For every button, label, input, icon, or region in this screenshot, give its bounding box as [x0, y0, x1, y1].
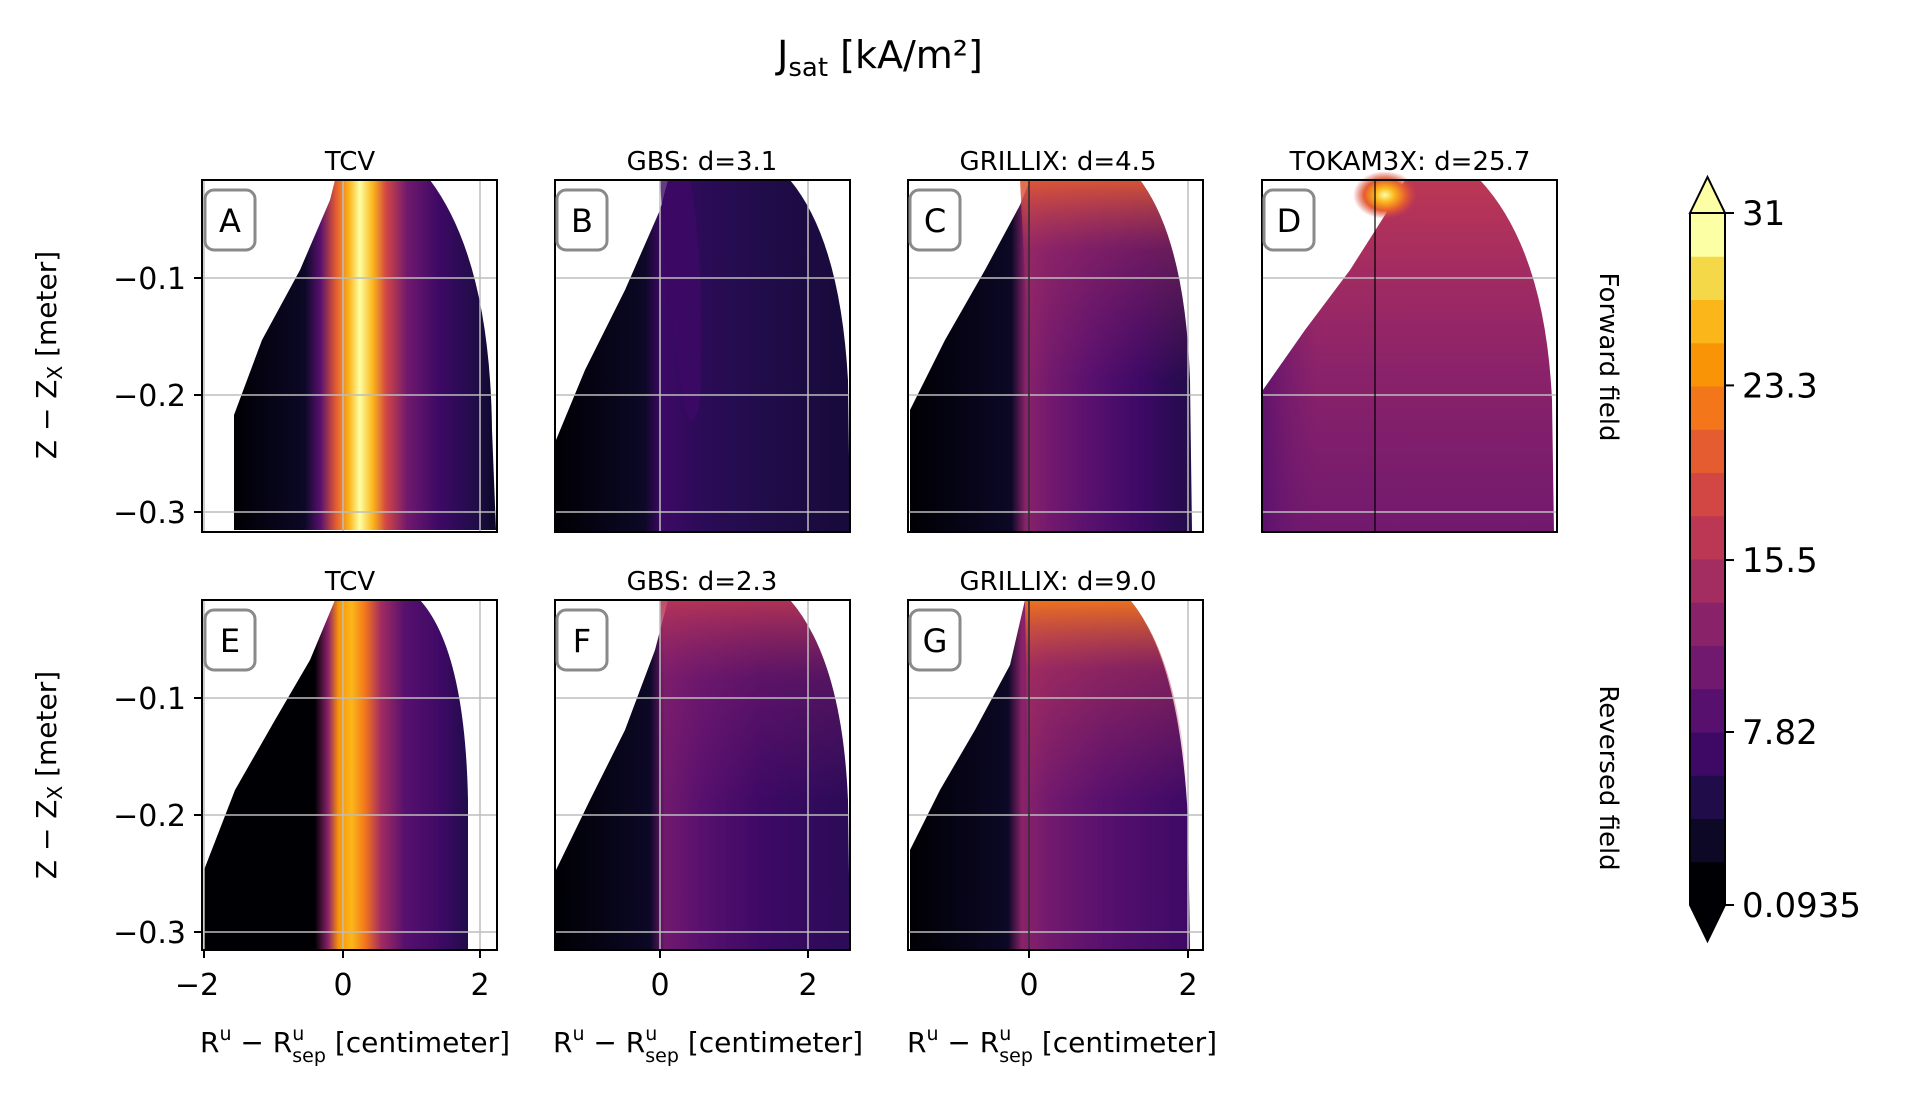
y-axis-label: Z − ZX [meter]	[30, 671, 67, 879]
colorbar-level	[1690, 342, 1725, 387]
panel-title: TCV	[324, 567, 376, 597]
panel-title: GRILLIX: d=4.5	[960, 147, 1157, 177]
y-tick-label: −0.2	[113, 799, 186, 834]
panel-title: GRILLIX: d=9.0	[960, 567, 1157, 597]
y-tick-label: −0.3	[113, 496, 186, 531]
colorbar-level	[1690, 515, 1725, 560]
colorbar-level	[1690, 256, 1725, 300]
x-tick-label: 2	[798, 968, 817, 1003]
colorbar-level	[1690, 732, 1725, 776]
panel-f: GBS: d=2.3 F	[554, 567, 851, 951]
colorbar-level	[1690, 472, 1725, 517]
axes-frame	[201, 179, 498, 533]
heatmap-region	[234, 180, 496, 530]
colorbar-extend-min	[1690, 905, 1725, 941]
colorbar-outline	[1689, 213, 1726, 944]
colorbar-tick-label: 31	[1742, 194, 1785, 234]
panel-c: GRILLIX: d=4.5 C	[907, 147, 1204, 533]
panel-letter: G	[923, 622, 948, 660]
colorbar-level	[1690, 645, 1725, 690]
panel-title: GBS: d=3.1	[627, 147, 778, 177]
panel-g: GRILLIX: d=9.0 G	[907, 567, 1204, 951]
colorbar-tick-label: 15.5	[1742, 541, 1818, 581]
colorbar-tick-label: 0.0935	[1742, 886, 1861, 926]
panel-letter: F	[573, 622, 591, 660]
panel-title: TOKAM3X: d=25.7	[1289, 147, 1531, 177]
x-ticks: −2 0 2 0 2 0 2	[175, 950, 1198, 1003]
y-tick-label: −0.1	[113, 262, 186, 297]
colorbar-level	[1690, 775, 1725, 819]
figure-title: Jsat [kA/m²]	[775, 33, 983, 83]
panel-letter: E	[220, 622, 240, 660]
x-tick-label: −2	[175, 968, 219, 1003]
colorbar-extend-max	[1688, 174, 1727, 214]
panel-letter: C	[924, 202, 946, 240]
row-label-forward: Forward field	[1593, 273, 1623, 442]
panel-title: TCV	[324, 147, 376, 177]
row-label-reversed: Reversed field	[1593, 685, 1623, 870]
colorbar-level	[1690, 688, 1725, 733]
panel-title: GBS: d=2.3	[627, 567, 778, 597]
y-ticks-row1: −0.1 −0.2 −0.3	[113, 262, 202, 531]
x-tick-label: 0	[1019, 968, 1038, 1003]
panel-d: TOKAM3X: d=25.7 D	[1261, 147, 1558, 533]
x-tick-label: 2	[1178, 968, 1197, 1003]
colorbar-level	[1690, 213, 1725, 257]
colorbar-level	[1690, 559, 1725, 603]
colorbar-tick-label: 23.3	[1742, 366, 1818, 406]
panel-letter: B	[571, 202, 593, 240]
colorbar: 31 23.3 15.5 7.82 0.0935	[1688, 174, 1861, 944]
x-axis-label: Ru − Ru sep [centimeter]	[907, 1023, 1217, 1067]
x-axis-label: Ru − Ru sep [centimeter]	[200, 1023, 510, 1067]
x-tick-label: 0	[333, 968, 352, 1003]
colorbar-level	[1690, 299, 1725, 344]
panel-a: TCV A	[201, 147, 498, 533]
colorbar-level	[1690, 429, 1725, 473]
x-tick-label: 2	[470, 968, 489, 1003]
x-axis-label: Ru − Ru sep [centimeter]	[553, 1023, 863, 1067]
y-ticks-row2: −0.1 −0.2 −0.3	[113, 682, 202, 951]
colorbar-level	[1690, 386, 1725, 430]
panel-e: TCV E	[201, 567, 498, 951]
heatmap-region	[556, 180, 850, 532]
y-tick-label: −0.3	[113, 916, 186, 951]
colorbar-tick-label: 7.82	[1742, 713, 1818, 753]
panel-letter: D	[1277, 202, 1302, 240]
colorbar-level	[1690, 818, 1725, 863]
panel-letter: A	[219, 202, 241, 240]
colorbar-level	[1690, 602, 1725, 646]
y-tick-label: −0.1	[113, 682, 186, 717]
colorbar-level	[1690, 861, 1725, 906]
panel-b: GBS: d=3.1 B	[554, 147, 851, 533]
heatmap-region	[204, 600, 468, 950]
y-axis-label: Z − ZX [meter]	[30, 251, 67, 459]
y-tick-label: −0.2	[113, 379, 186, 414]
x-tick-label: 0	[650, 968, 669, 1003]
